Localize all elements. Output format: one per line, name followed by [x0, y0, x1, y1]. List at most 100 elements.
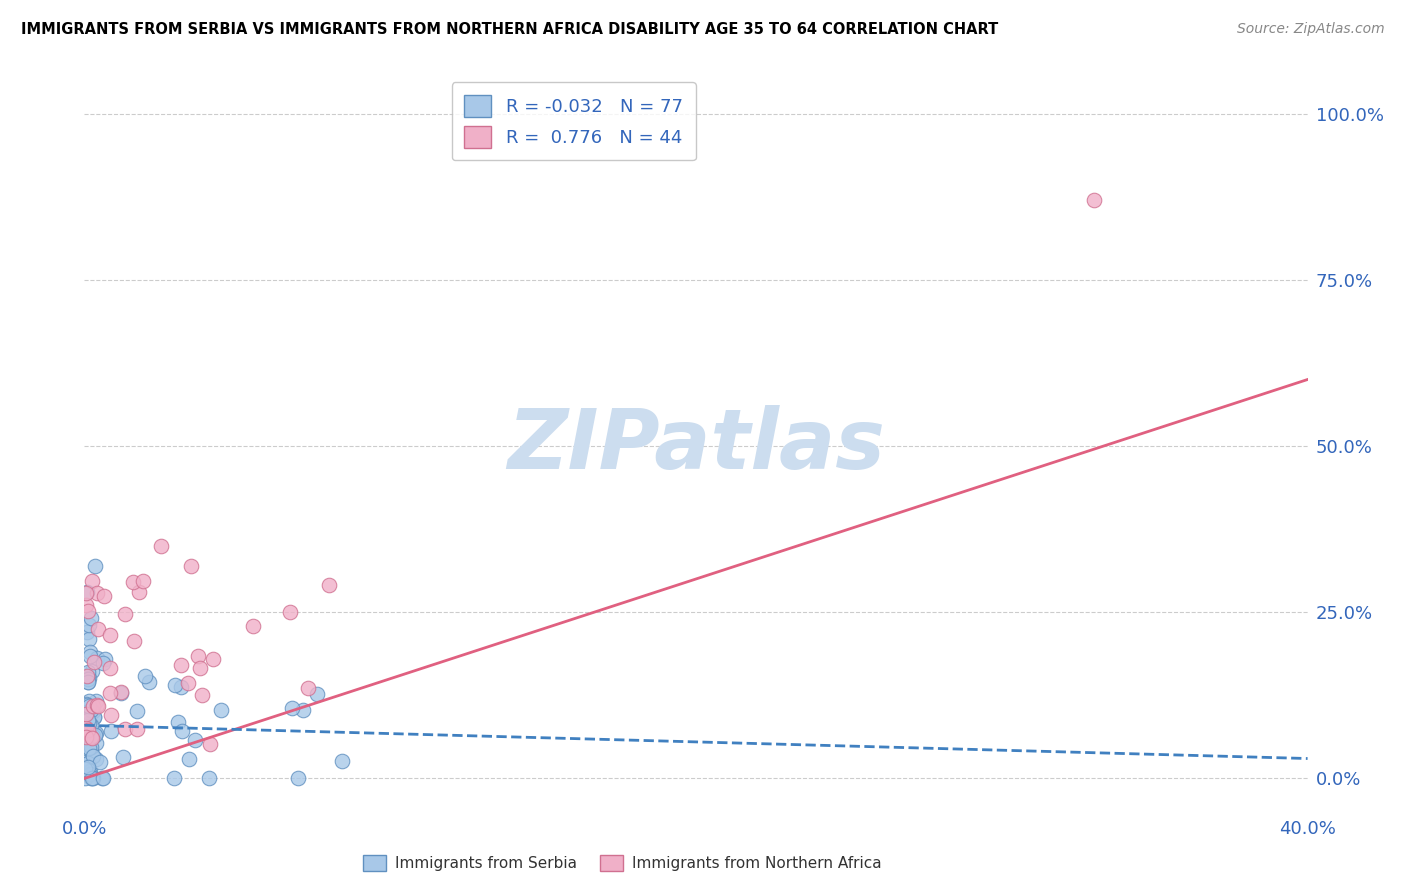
- Point: [82, 729, 104, 743]
- Point: [110, 686, 132, 700]
- Point: [79, 698, 101, 713]
- Point: [80, 744, 103, 758]
- Point: [281, 701, 304, 715]
- Point: [77, 671, 100, 685]
- Point: [77, 759, 100, 773]
- Text: Source: ZipAtlas.com: Source: ZipAtlas.com: [1237, 22, 1385, 37]
- Point: [170, 657, 193, 672]
- Point: [209, 703, 232, 717]
- Point: [198, 772, 221, 786]
- Point: [75, 762, 97, 776]
- Point: [79, 632, 101, 647]
- Point: [76, 585, 98, 599]
- Point: [134, 668, 156, 682]
- Point: [76, 672, 98, 686]
- Point: [77, 756, 100, 770]
- Point: [79, 648, 101, 663]
- Point: [167, 715, 190, 730]
- Point: [75, 721, 97, 735]
- Point: [93, 590, 115, 604]
- Point: [77, 694, 100, 708]
- Point: [82, 698, 104, 713]
- Point: [138, 674, 160, 689]
- Point: [76, 698, 98, 712]
- Point: [75, 731, 97, 745]
- Point: [112, 750, 135, 764]
- Point: [80, 703, 103, 717]
- Point: [82, 771, 104, 785]
- Point: [79, 730, 101, 744]
- Point: [75, 598, 97, 612]
- Point: [187, 648, 209, 663]
- Point: [76, 714, 98, 728]
- Text: ZIPatlas: ZIPatlas: [508, 406, 884, 486]
- Point: [79, 738, 101, 752]
- Point: [79, 618, 101, 632]
- Point: [87, 622, 110, 636]
- Point: [98, 628, 121, 642]
- Point: [75, 585, 97, 599]
- Point: [86, 651, 108, 665]
- Point: [82, 704, 104, 718]
- Point: [84, 558, 107, 573]
- Point: [128, 585, 150, 599]
- Point: [170, 724, 193, 739]
- Point: [149, 539, 172, 553]
- Point: [94, 651, 117, 665]
- Point: [86, 586, 108, 600]
- Point: [89, 755, 111, 769]
- Point: [98, 661, 121, 675]
- Point: [73, 755, 96, 769]
- Point: [170, 680, 193, 694]
- Point: [125, 704, 148, 718]
- Point: [79, 644, 101, 658]
- Point: [79, 739, 101, 754]
- Point: [76, 723, 98, 737]
- Point: [242, 618, 264, 632]
- Point: [307, 687, 329, 701]
- Point: [80, 731, 103, 745]
- Point: [84, 752, 107, 766]
- Point: [287, 772, 309, 786]
- Point: [80, 611, 103, 625]
- Point: [122, 575, 145, 590]
- Point: [75, 707, 97, 722]
- Point: [76, 665, 98, 680]
- Point: [75, 772, 97, 786]
- Point: [198, 737, 221, 751]
- Point: [132, 574, 155, 588]
- Point: [180, 558, 202, 573]
- Point: [75, 724, 97, 739]
- Point: [90, 772, 112, 786]
- Point: [80, 718, 103, 732]
- Point: [86, 725, 108, 739]
- Point: [163, 772, 186, 786]
- Point: [76, 625, 98, 640]
- Point: [100, 724, 122, 739]
- Point: [191, 688, 214, 702]
- Point: [83, 710, 105, 724]
- Point: [76, 669, 98, 683]
- Point: [93, 772, 115, 786]
- Point: [77, 722, 100, 736]
- Point: [163, 678, 186, 692]
- Point: [122, 634, 145, 648]
- Point: [80, 772, 103, 786]
- Point: [77, 604, 100, 618]
- Point: [80, 664, 103, 678]
- Point: [114, 607, 136, 621]
- Point: [278, 606, 301, 620]
- Point: [83, 710, 105, 724]
- Point: [75, 697, 97, 711]
- Point: [177, 676, 200, 690]
- Point: [183, 732, 205, 747]
- Point: [84, 694, 107, 708]
- Point: [188, 661, 211, 675]
- Text: IMMIGRANTS FROM SERBIA VS IMMIGRANTS FROM NORTHERN AFRICA DISABILITY AGE 35 TO 6: IMMIGRANTS FROM SERBIA VS IMMIGRANTS FRO…: [21, 22, 998, 37]
- Point: [79, 741, 101, 756]
- Point: [114, 723, 136, 737]
- Point: [83, 655, 105, 669]
- Point: [76, 675, 98, 690]
- Point: [84, 736, 107, 750]
- Point: [76, 705, 98, 719]
